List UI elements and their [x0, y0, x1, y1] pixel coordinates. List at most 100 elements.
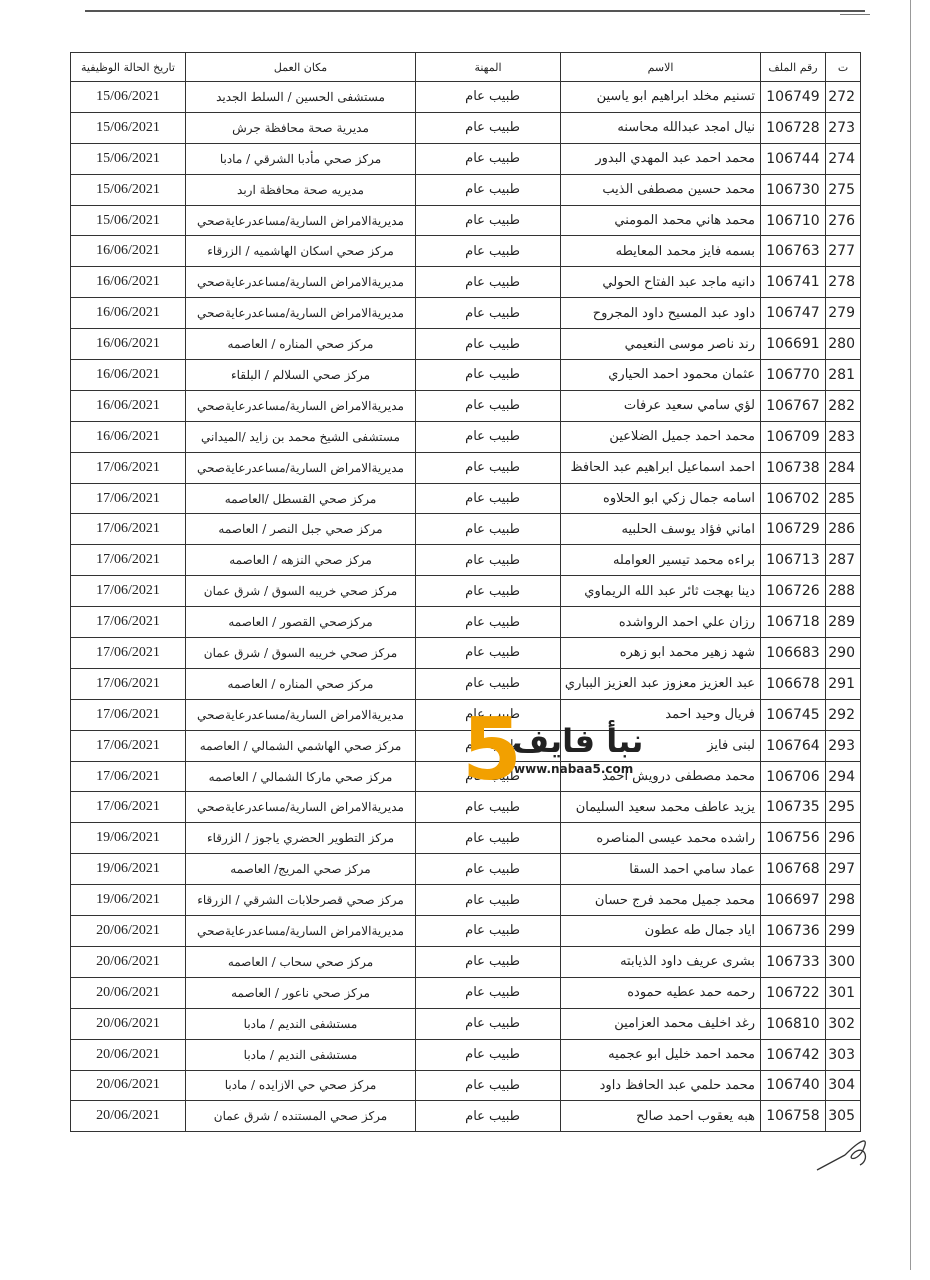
profession: طبيب عام	[415, 482, 561, 515]
file-number: 106770	[760, 359, 826, 391]
status-date: 15/06/2021	[70, 142, 186, 175]
workplace: مركز صحي سحاب / العاصمه	[185, 945, 416, 978]
file-number: 106706	[760, 760, 826, 793]
row-number: 296	[825, 822, 861, 855]
status-date: 17/06/2021	[70, 575, 186, 608]
file-number: 106718	[760, 606, 826, 639]
profession: طبيب عام	[415, 544, 561, 577]
workplace: مركزصحي القصور / العاصمه	[185, 606, 416, 639]
table-row: 278 106741 دانيه ماجد عبد الفتاح الحولي طبي…	[70, 266, 861, 299]
person-name: محمد حسين مصطفى الذيب	[560, 173, 761, 206]
profession: طبيب عام	[415, 142, 561, 175]
person-name: عبد العزيز معزوز عبد العزيز البباري	[560, 667, 761, 700]
workplace: مركز صحي ماركا الشمالي / العاصمه	[185, 760, 416, 793]
profession: طبيب عام	[415, 359, 561, 391]
status-date: 16/06/2021	[70, 328, 186, 361]
status-date: 15/06/2021	[70, 204, 186, 237]
profession: طبيب عام	[415, 1100, 561, 1133]
profession: طبيب عام	[415, 235, 561, 268]
person-name: احمد اسماعيل ابراهيم عبد الحافظ	[560, 451, 761, 484]
row-number: 290	[825, 637, 861, 669]
row-number: 276	[825, 204, 861, 237]
person-name: دينا بهجت ثائر عبد الله الريماوي	[560, 575, 761, 608]
workplace: مديريةالامراض السارية/مساعدرعايةصحي	[185, 297, 416, 330]
table-row: 284 106738 احمد اسماعيل ابراهيم عبد الحافظ…	[70, 451, 861, 484]
table-row: 296 106756 راشده محمد عيسى المناصره طبيب عا…	[70, 822, 861, 855]
table-row: 305 106758 هبه يعقوب احمد صالح طبيب عام مركز…	[70, 1100, 861, 1133]
row-number: 283	[825, 420, 861, 453]
person-name: محمد مصطفى درويش احمد	[560, 760, 761, 793]
profession: طبيب عام	[415, 1007, 561, 1040]
header-cell: تاريخ الحالة الوظيفية	[70, 52, 186, 82]
profession: طبيب عام	[415, 729, 561, 762]
person-name: اياد جمال طه عطون	[560, 915, 761, 947]
table-row: 303 106742 محمد احمد خليل ابو عجميه طبيب عا…	[70, 1038, 861, 1071]
person-name: رغد اخليف محمد العزامين	[560, 1007, 761, 1040]
person-name: محمد احمد خليل ابو عجميه	[560, 1038, 761, 1071]
table-row: 272 106749 تسنيم مخلد ابراهيم ابو ياسين طبي…	[70, 81, 861, 113]
status-date: 17/06/2021	[70, 544, 186, 577]
workplace: مركز صحي قصرحلابات الشرقي / الزرقاء	[185, 884, 416, 917]
table-row: 273 106728 نيال امجد عبدالله محاسنه طبيب عا…	[70, 111, 861, 144]
status-date: 19/06/2021	[70, 884, 186, 917]
person-name: عثمان محمود احمد الحياري	[560, 359, 761, 391]
workplace: مركز صحي المناره / العاصمه	[185, 667, 416, 700]
workplace: مستشفى النديم / مادبا	[185, 1038, 416, 1071]
person-name: رزان علي احمد الرواشده	[560, 606, 761, 639]
profession: طبيب عام	[415, 915, 561, 947]
status-date: 16/06/2021	[70, 389, 186, 422]
file-number: 106726	[760, 575, 826, 608]
file-number: 106678	[760, 667, 826, 700]
row-number: 295	[825, 791, 861, 824]
row-number: 286	[825, 513, 861, 546]
watermark-name: نبأ فايف	[512, 722, 644, 760]
workplace: مديريةالامراض السارية/مساعدرعايةصحي	[185, 266, 416, 299]
profession: طبيب عام	[415, 853, 561, 886]
row-number: 300	[825, 945, 861, 978]
status-date: 19/06/2021	[70, 853, 186, 886]
profession: طبيب عام	[415, 698, 561, 731]
file-number: 106756	[760, 822, 826, 855]
rule	[85, 10, 865, 12]
profession: طبيب عام	[415, 451, 561, 484]
workplace: مركز صحي النزهه / العاصمه	[185, 544, 416, 577]
row-number: 279	[825, 297, 861, 330]
workplace: مركز صحي مأدبا الشرقي / مادبا	[185, 142, 416, 175]
person-name: يزيد عاطف محمد سعيد السليمان	[560, 791, 761, 824]
row-number: 277	[825, 235, 861, 268]
table-row: 285 106702 اسامه جمال زكي ابو الحلاوه طبيب …	[70, 482, 861, 515]
status-date: 16/06/2021	[70, 297, 186, 330]
status-date: 20/06/2021	[70, 976, 186, 1009]
profession: طبيب عام	[415, 204, 561, 237]
status-date: 16/06/2021	[70, 235, 186, 268]
person-name: براءه محمد تيسير العوامله	[560, 544, 761, 577]
file-number: 106683	[760, 637, 826, 669]
row-number: 291	[825, 667, 861, 700]
row-number: 293	[825, 729, 861, 762]
profession: طبيب عام	[415, 606, 561, 639]
row-number: 278	[825, 266, 861, 299]
row-number: 303	[825, 1038, 861, 1071]
person-name: رند ناصر موسى النعيمي	[560, 328, 761, 361]
profession: طبيب عام	[415, 760, 561, 793]
workplace: مستشفى الشيخ محمد بن زايد /الميداني	[185, 420, 416, 453]
status-date: 17/06/2021	[70, 451, 186, 484]
row-number: 275	[825, 173, 861, 206]
file-number: 106744	[760, 142, 826, 175]
workplace: مركز صحي المناره / العاصمه	[185, 328, 416, 361]
status-date: 20/06/2021	[70, 1069, 186, 1102]
table-row: 292 106745 فريال وحيد احمد طبيب عام مديريةال…	[70, 698, 861, 731]
profession: طبيب عام	[415, 945, 561, 978]
file-number: 106749	[760, 81, 826, 113]
workplace: مركز صحي حي الازايده / مادبا	[185, 1069, 416, 1102]
workplace: مركز صحي ناعور / العاصمه	[185, 976, 416, 1009]
person-name: هبه يعقوب احمد صالح	[560, 1100, 761, 1133]
table-body: 272 106749 تسنيم مخلد ابراهيم ابو ياسين طبي…	[70, 81, 861, 1133]
profession: طبيب عام	[415, 637, 561, 669]
table-row: 294 106706 محمد مصطفى درويش احمد طبيب عام مر…	[70, 760, 861, 793]
table-row: 300 106733 بشرى عريف داود الذيابته طبيب عام…	[70, 945, 861, 978]
status-date: 20/06/2021	[70, 915, 186, 947]
table-row: 288 106726 دينا بهجت ثائر عبد الله الريماو…	[70, 575, 861, 608]
table-row: 299 106736 اياد جمال طه عطون طبيب عام مديرية…	[70, 915, 861, 947]
